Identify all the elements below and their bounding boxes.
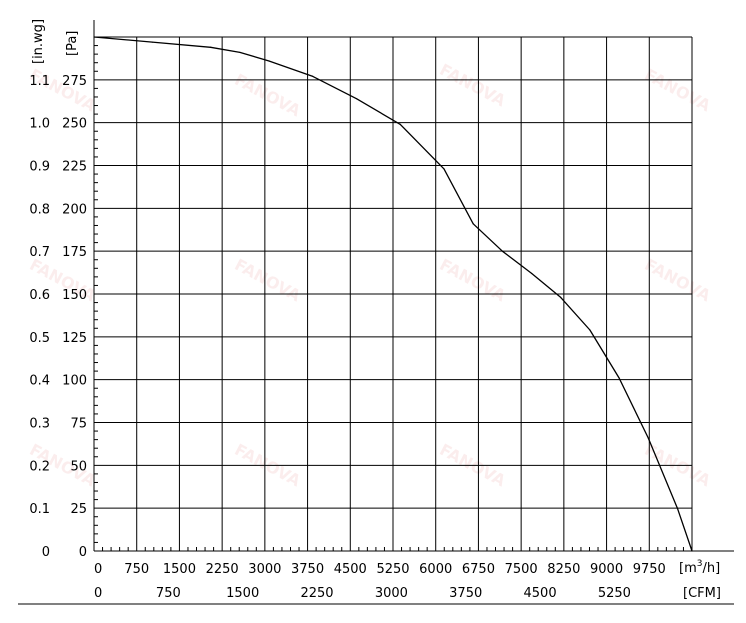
curve-point <box>589 329 591 331</box>
y-tick-label-inwg: 0.7 <box>29 245 50 260</box>
curve-point <box>239 51 241 54</box>
curve-point <box>312 75 314 78</box>
x-tick-label-cfm: 3750 <box>449 586 482 601</box>
curve-point <box>472 223 474 225</box>
curve-point <box>530 272 533 275</box>
watermark-text: FANOVA <box>436 255 509 306</box>
y-tick-label-pa: 175 <box>62 245 87 260</box>
y-tick-label-pa: 225 <box>62 160 87 175</box>
x-tick-label-m3h: 6000 <box>419 562 452 577</box>
y-tick-label-inwg: 0.9 <box>29 160 50 175</box>
y-tick-label-inwg: 1.0 <box>29 117 50 132</box>
y-tick-label-inwg: 0 <box>42 545 50 560</box>
y-primary-unit-label: [Pa] <box>65 31 80 56</box>
chart-grid <box>93 36 693 552</box>
y-tick-label-pa: 25 <box>70 502 87 517</box>
y-tick-label-inwg: 0.4 <box>29 374 50 389</box>
y-tick-label-pa: 75 <box>70 417 87 432</box>
x-tick-label-m3h: 4500 <box>334 562 367 577</box>
y-tick-label-pa: 100 <box>62 374 87 389</box>
x-tick-label-m3h: 750 <box>124 562 149 577</box>
x-secondary-unit-label: [CFM] <box>683 586 721 601</box>
watermark-text: FANOVA <box>231 255 304 306</box>
x-tick-label-m3h: 7500 <box>505 562 538 577</box>
x-tick-label-m3h: 9750 <box>633 562 666 577</box>
x-tick-label-m3h: 9000 <box>590 562 623 577</box>
watermark-text: FANOVA <box>641 255 714 306</box>
x-tick-label-cfm: 5250 <box>598 586 631 601</box>
x-tick-label-m3h: 6750 <box>462 562 495 577</box>
x-tick-label-m3h: 5250 <box>376 562 409 577</box>
y-tick-label-pa: 275 <box>62 74 87 89</box>
y-secondary-unit-label: [in.wg] <box>31 19 46 64</box>
x-tick-label-m3h: 2250 <box>206 562 239 577</box>
y-tick-label-pa: 150 <box>62 288 87 303</box>
x-tick-label-m3h: 0 <box>94 562 102 577</box>
y-tick-label-inwg: 0.2 <box>29 459 50 474</box>
axis-labels: 0 25 50 75 100 125 150 175 200 225 250 275 0 0.1 0.2 0.… <box>29 74 666 601</box>
x-unit-superscript: 3 <box>697 559 703 569</box>
x-primary-unit-label: [m3/h] <box>679 559 720 576</box>
x-tick-label-cfm: 2250 <box>300 586 333 601</box>
x-tick-label-cfm: 0 <box>94 586 102 601</box>
x-tick-label-cfm: 3000 <box>375 586 408 601</box>
y-tick-label-inwg: 1.1 <box>29 74 50 89</box>
curve-point <box>151 41 153 43</box>
x-tick-label-m3h: 1500 <box>163 562 196 577</box>
watermark-text: FANOVA <box>436 60 509 111</box>
curve-point <box>647 437 649 439</box>
curve-point <box>355 98 358 100</box>
y-tick-label-pa: 125 <box>62 331 87 346</box>
y-tick-label-inwg: 0.1 <box>29 502 50 517</box>
x-unit-tail: /h] <box>702 561 720 576</box>
x-tick-label-cfm: 4500 <box>524 586 557 601</box>
curve-point <box>501 250 503 252</box>
y-tick-label-inwg: 0.6 <box>29 288 50 303</box>
curve-point <box>399 123 401 125</box>
curve-point <box>443 168 445 170</box>
x-tick-label-m3h: 8250 <box>547 562 580 577</box>
performance-curve <box>93 36 693 552</box>
curve-point <box>93 36 95 38</box>
curve-layer <box>93 36 693 552</box>
watermark-text: FANOVA <box>26 65 99 116</box>
watermark-text: FANOVA <box>641 65 714 116</box>
y-tick-label-inwg: 0.8 <box>29 202 50 217</box>
watermark-text: FANOVA <box>231 70 304 121</box>
y-tick-label-pa: 250 <box>62 117 87 132</box>
x-tick-label-m3h: 3750 <box>291 562 324 577</box>
curve-point <box>210 46 212 48</box>
x-unit-base: [m <box>679 561 697 576</box>
curve-point <box>618 377 620 379</box>
curve-point <box>691 550 693 552</box>
curve-point <box>560 296 562 299</box>
x-tick-label-cfm: 750 <box>156 586 181 601</box>
y-tick-label-pa: 50 <box>70 459 87 474</box>
curve-point <box>268 60 270 62</box>
y-tick-label-inwg: 0.3 <box>29 417 50 432</box>
watermark-layer: FANOVA FANOVA FANOVA FANOVA FANOVA FANOVA FANO… <box>26 60 714 491</box>
y-tick-label-pa: 0 <box>79 545 87 560</box>
y-tick-label-inwg: 0.5 <box>29 331 50 346</box>
x-tick-label-cfm: 1500 <box>226 586 259 601</box>
y-tick-label-pa: 200 <box>62 202 87 217</box>
curve-point <box>676 507 679 509</box>
chart-axes <box>18 20 734 605</box>
x-tick-label-m3h: 3000 <box>248 562 281 577</box>
